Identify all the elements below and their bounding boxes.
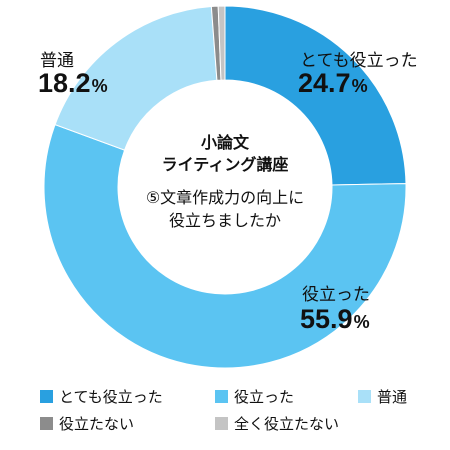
slice-value-number: 55.9 bbox=[300, 304, 353, 334]
percent-unit: % bbox=[91, 76, 108, 96]
percent-unit: % bbox=[351, 76, 368, 96]
slice-label-useful: 役立った bbox=[302, 285, 370, 305]
slice-label-very-useful: とても役立った bbox=[300, 51, 418, 71]
center-question-line1: ⑤文章作成力の向上に bbox=[145, 188, 305, 207]
legend-swatch bbox=[40, 417, 53, 430]
center-title-line2: ライティング講座 bbox=[161, 155, 289, 174]
center-title-line1: 小論文 bbox=[200, 133, 249, 152]
legend-item-very-useful: とても役立った bbox=[40, 386, 163, 407]
center-question-line2: 役立ちましたか bbox=[168, 211, 281, 230]
slice-label-neutral: 普通 bbox=[40, 51, 74, 71]
donut-slice-4 bbox=[217, 5, 226, 81]
slice-value-useful: 55.9% bbox=[300, 304, 370, 335]
legend-label: 役立った bbox=[234, 388, 295, 406]
legend-item-not-useful: 役立たない bbox=[40, 413, 134, 434]
slice-value-neutral: 18.2% bbox=[38, 68, 108, 99]
legend-label: 普通 bbox=[377, 388, 408, 406]
donut-slice-1 bbox=[43, 123, 407, 369]
legend-item-not-useful-at-all: 全く役立たない bbox=[215, 413, 339, 434]
slice-value-number: 24.7 bbox=[298, 68, 351, 98]
legend-label: 役立たない bbox=[59, 415, 135, 433]
percent-unit: % bbox=[353, 312, 370, 332]
legend-swatch bbox=[215, 417, 228, 430]
legend-swatch bbox=[40, 390, 53, 403]
legend-label: 全く役立たない bbox=[234, 415, 340, 433]
legend-label: とても役立った bbox=[59, 388, 163, 406]
donut-slice-0 bbox=[224, 5, 407, 186]
legend-item-neutral: 普通 bbox=[358, 386, 407, 407]
legend-item-useful: 役立った bbox=[215, 386, 294, 407]
legend-swatch bbox=[215, 390, 228, 403]
legend-swatch bbox=[358, 390, 371, 403]
slice-value-number: 18.2 bbox=[38, 68, 91, 98]
slice-value-very-useful: 24.7% bbox=[298, 68, 368, 99]
